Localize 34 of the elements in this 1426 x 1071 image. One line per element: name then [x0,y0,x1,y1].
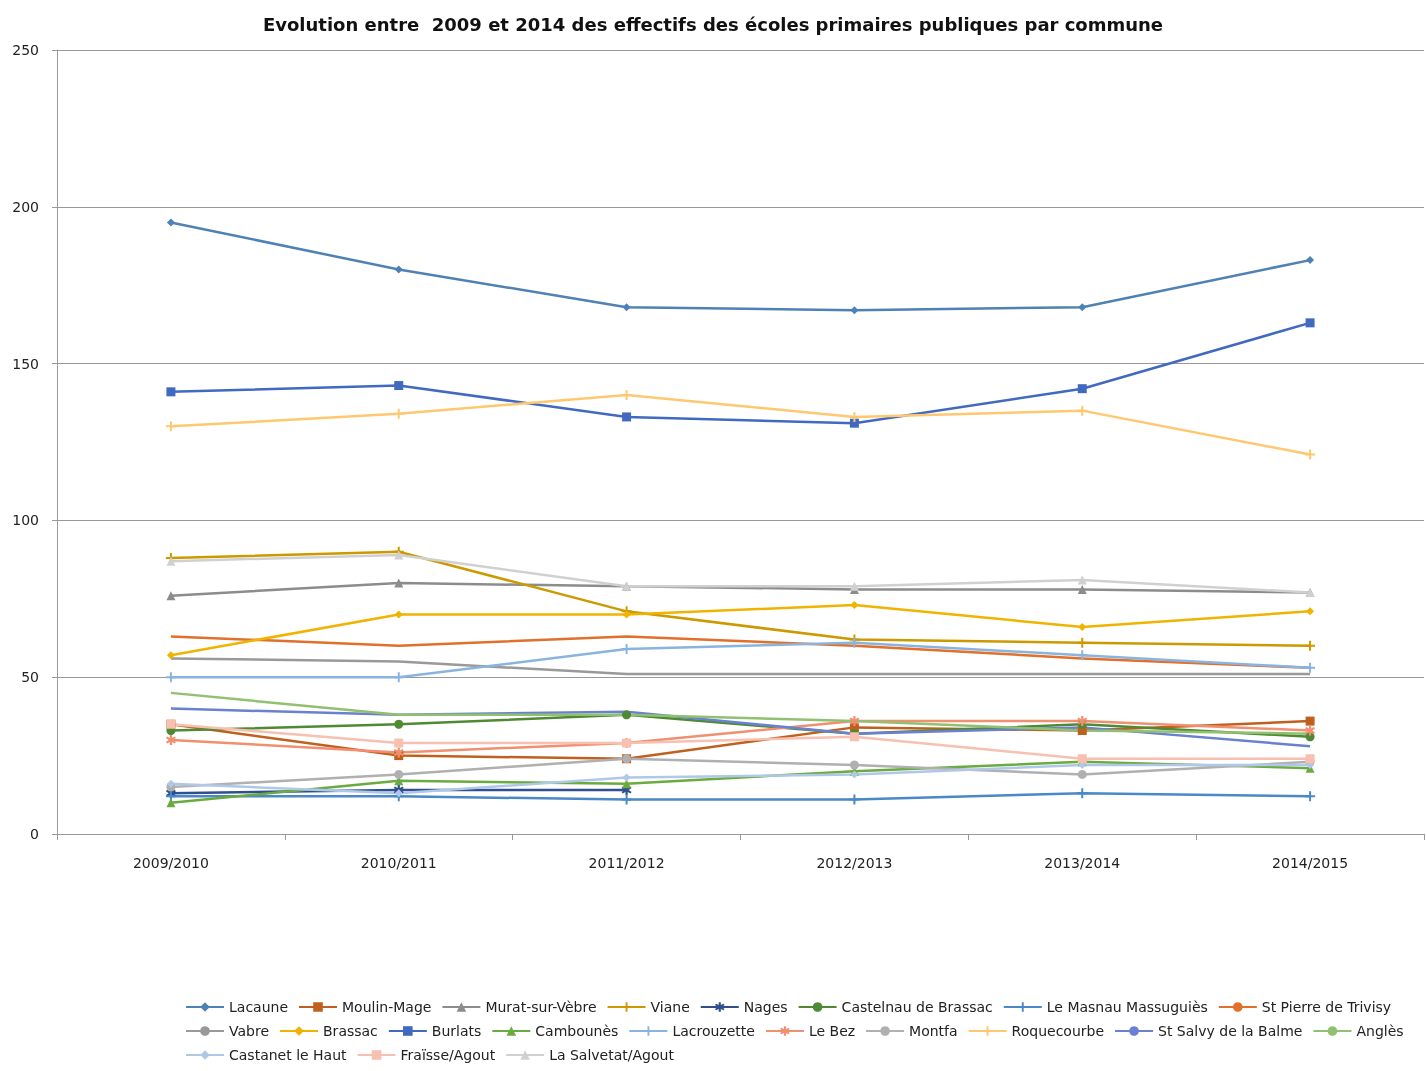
legend-label: Lacaune [229,999,289,1015]
legend-label: Montfa [909,1023,958,1039]
legend-label: Brassac [323,1023,378,1039]
x-tick-label: 2013/2014 [1044,855,1121,871]
y-tick-label: 0 [30,826,39,842]
legend-label: St Pierre de Trivisy [1261,999,1392,1015]
y-tick-label: 200 [12,198,39,215]
legend-label: Viane [650,999,690,1015]
x-tick-label: 2009/2010 [132,855,209,871]
legend-label: La Salvetat/Agout [549,1047,675,1063]
legend-label: Roquecourbe [1011,1023,1105,1039]
x-tick-label: 2011/2012 [588,855,665,871]
legend-label: Cambounès [535,1023,619,1039]
y-tick-label: 250 [12,42,39,58]
legend-label: Burlats [431,1023,482,1039]
legend-label: Castanet le Haut [229,1047,348,1063]
x-tick-label: 2010/2011 [360,855,437,871]
legend-label: Le Masnau Massuguiès [1046,999,1208,1015]
legend-label: Vabre [229,1023,270,1039]
legend-label: Murat-sur-Vèbre [485,999,597,1015]
legend-label: Le Bez [808,1023,856,1039]
chart-title: Evolution entre 2009 et 2014 des effectifs des écoles primaires publiques par commune [262,13,1164,35]
y-tick-label: 150 [12,355,39,372]
legend-label: Castelnau de Brassac [841,999,993,1015]
legend-label: Fraïsse/Agout [400,1047,496,1063]
legend-label: St Salvy de la Balme [1158,1023,1303,1039]
legend-label: Lacrouzette [672,1023,755,1039]
legend-label: Anglès [1356,1023,1404,1039]
legend-label: Moulin-Mage [342,999,432,1015]
x-tick-label: 2012/2013 [816,855,893,871]
x-tick-label: 2014/2015 [1272,855,1349,871]
y-tick-label: 50 [21,669,39,686]
y-tick-label: 100 [12,512,39,529]
legend-label: Nages [743,999,788,1015]
